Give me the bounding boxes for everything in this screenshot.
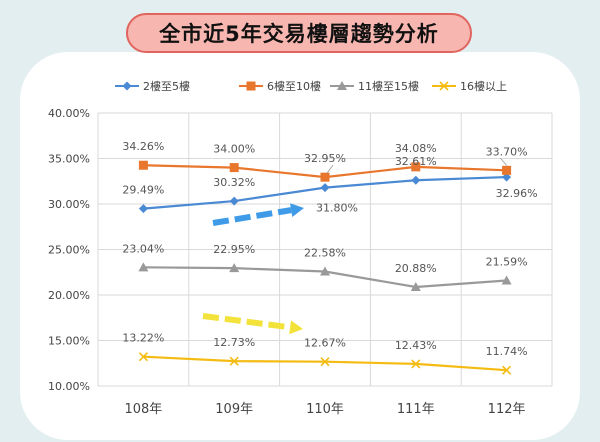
data-point <box>502 365 512 375</box>
series-group <box>138 160 512 375</box>
data-label: 21.59% <box>486 256 528 269</box>
data-point <box>411 175 421 185</box>
data-label: 23.04% <box>122 242 164 255</box>
x-tick-label: 112年 <box>488 402 526 417</box>
title-banner: 全市近5年交易樓層趨勢分析 <box>126 13 472 53</box>
legend-marker <box>439 81 449 91</box>
data-label: 12.43% <box>395 339 437 352</box>
x-axis-ticks: 108年 109年 110年 111年 112年 <box>124 402 525 417</box>
data-label: 34.26% <box>122 140 164 153</box>
data-label: 22.58% <box>304 247 346 260</box>
trend-down-arrow <box>202 313 303 335</box>
y-axis-ticks: 10.00% 15.00% 20.00% 25.00% 30.00% 35.00% 40.0… <box>48 107 90 393</box>
decorative-arrows <box>202 203 304 335</box>
leader-line <box>326 164 334 174</box>
data-point <box>138 204 148 214</box>
data-label: 11.74% <box>486 345 528 358</box>
y-tick-label: 40.00% <box>48 107 90 120</box>
legend-marker <box>337 81 347 90</box>
data-point <box>138 160 148 170</box>
x-tick-label: 111年 <box>397 402 435 417</box>
x-tick-label: 110年 <box>306 402 344 417</box>
x-tick-label: 109年 <box>215 402 253 417</box>
data-point <box>320 172 330 182</box>
leader-line <box>500 158 507 166</box>
data-point <box>320 357 330 367</box>
data-point <box>411 359 421 369</box>
trend-up-arrow <box>212 203 304 226</box>
data-point <box>229 163 239 173</box>
data-label: 13.22% <box>122 332 164 345</box>
data-label: 12.67% <box>304 337 346 350</box>
data-point <box>320 183 330 193</box>
data-label: 34.00% <box>213 143 255 156</box>
data-label: 20.88% <box>395 262 437 275</box>
data-point <box>229 196 239 206</box>
y-tick-label: 20.00% <box>48 289 90 302</box>
data-label: 32.96% <box>496 187 538 200</box>
data-point <box>138 352 148 362</box>
data-point <box>138 262 149 272</box>
y-tick-label: 25.00% <box>48 244 90 257</box>
x-tick-label: 108年 <box>124 402 162 417</box>
data-point <box>320 266 330 276</box>
data-label: 32.61% <box>395 155 437 168</box>
data-point <box>229 356 239 366</box>
data-label: 29.49% <box>122 184 164 197</box>
data-label: 34.08% <box>395 142 437 155</box>
data-label: 33.70% <box>486 145 528 158</box>
y-tick-label: 30.00% <box>48 198 90 211</box>
data-point <box>501 275 512 285</box>
data-labels: 29.49% 30.32% 31.80% 32.61% 32.96% 34.26% 34.0… <box>122 140 537 358</box>
legend-label: 11樓至15樓 <box>358 79 419 93</box>
series-line <box>143 355 507 372</box>
data-label: 31.80% <box>316 202 358 215</box>
data-point <box>411 162 421 172</box>
y-tick-label: 15.00% <box>48 335 90 348</box>
legend: 2樓至5樓 6樓至10樓 11樓至15樓 16樓以上 <box>115 79 507 93</box>
data-label: 32.95% <box>304 152 346 165</box>
legend-label: 2樓至5樓 <box>143 79 190 93</box>
legend-marker <box>122 81 132 91</box>
legend-label: 6樓至10樓 <box>267 79 321 93</box>
legend-label: 16樓以上 <box>460 79 507 93</box>
data-label: 30.32% <box>213 176 255 189</box>
legend-marker <box>246 81 256 91</box>
grid-lines <box>97 112 553 387</box>
y-tick-label: 35.00% <box>48 153 90 166</box>
data-label: 22.95% <box>213 243 255 256</box>
y-tick-label: 10.00% <box>48 380 90 393</box>
data-point <box>229 263 240 273</box>
chart-title: 全市近5年交易樓層趨勢分析 <box>159 22 439 46</box>
data-point <box>502 165 512 175</box>
data-label: 12.73% <box>213 336 255 349</box>
data-point <box>410 281 421 291</box>
